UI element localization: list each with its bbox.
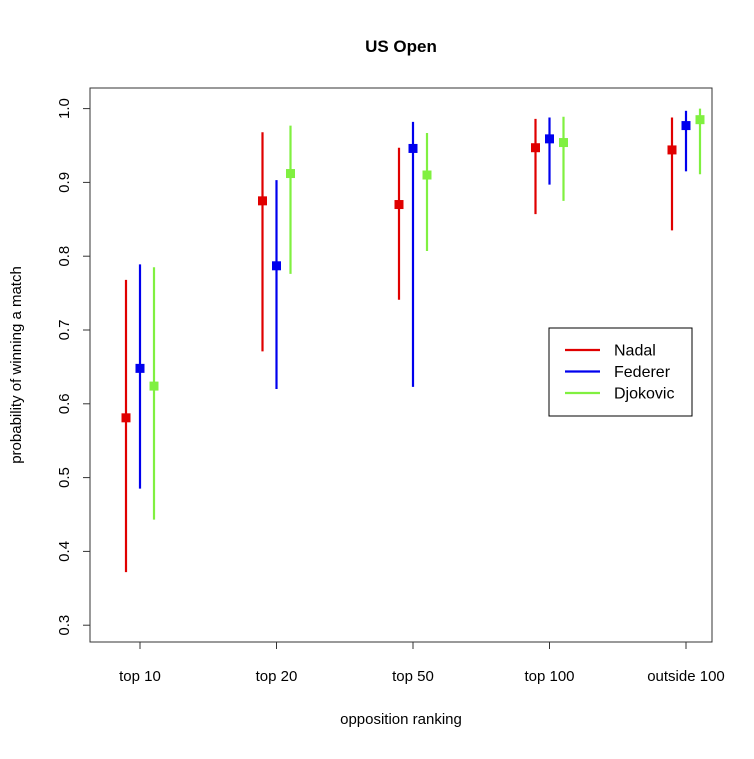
y-axis-label: probability of winning a match xyxy=(8,266,25,464)
y-tick-label: 1.0 xyxy=(56,98,73,119)
y-tick-label: 0.3 xyxy=(56,615,73,636)
y-tick-label: 0.5 xyxy=(56,467,73,488)
federer-point-0 xyxy=(135,363,145,373)
y-tick-label: 0.9 xyxy=(56,172,73,193)
legend: Nadal Federer Djokovic xyxy=(548,327,693,417)
djokovic-point-4 xyxy=(695,115,705,125)
x-tick-label: top 10 xyxy=(119,668,161,685)
djokovic-point-1 xyxy=(286,169,295,179)
x-axis-label: opposition ranking xyxy=(340,711,462,728)
federer-point-4 xyxy=(681,121,691,131)
nadal-point-4 xyxy=(667,145,677,155)
djokovic-point-0 xyxy=(149,381,159,391)
x-tick-label: outside 100 xyxy=(647,668,725,685)
federer-point-1 xyxy=(272,261,281,271)
x-tick-label: top 100 xyxy=(524,668,574,685)
federer-point-2 xyxy=(408,143,418,153)
nadal-point-1 xyxy=(258,196,267,206)
x-axis: top 10 top 20 top 50 top 100 outside 100 xyxy=(119,641,725,685)
chart-title: US Open xyxy=(365,37,437,56)
y-tick-label: 0.6 xyxy=(56,393,73,414)
x-tick-label: top 50 xyxy=(392,668,434,685)
y-tick-label: 0.4 xyxy=(56,541,73,562)
series-marks xyxy=(121,108,705,573)
y-axis: 0.3 0.4 0.5 0.6 0.7 0.8 0.9 1.0 xyxy=(56,98,91,636)
djokovic-point-2 xyxy=(422,170,432,180)
legend-label: Nadal xyxy=(614,343,656,360)
djokovic-point-3 xyxy=(559,138,568,148)
y-tick-label: 0.7 xyxy=(56,320,73,341)
x-tick-label: top 20 xyxy=(256,668,298,685)
nadal-point-0 xyxy=(121,413,131,423)
federer-point-3 xyxy=(545,134,554,144)
legend-label: Federer xyxy=(614,364,671,381)
nadal-point-2 xyxy=(394,200,404,210)
nadal-point-3 xyxy=(531,143,540,153)
legend-label: Djokovic xyxy=(614,386,674,403)
y-tick-label: 0.8 xyxy=(56,246,73,267)
